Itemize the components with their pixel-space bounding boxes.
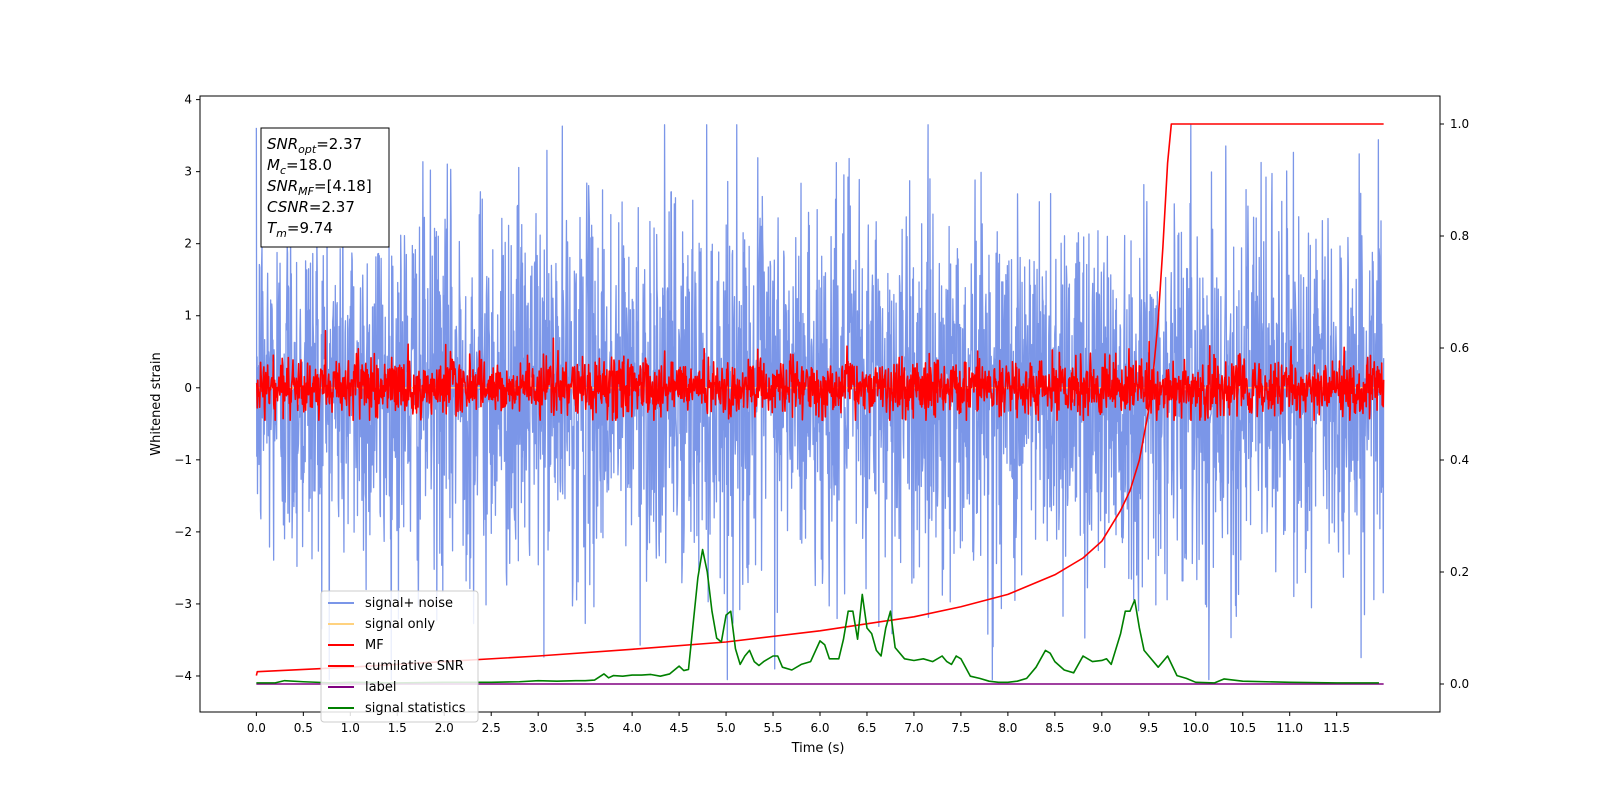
- y-right-tick-label: 0.4: [1450, 453, 1469, 467]
- y-left-tick-label: 0: [184, 381, 192, 395]
- legend-label: MF: [365, 638, 384, 653]
- x-tick-label: 2.0: [435, 721, 454, 735]
- x-tick-label: 8.5: [1045, 721, 1064, 735]
- annotation-line: SNRMF=[4.18]: [267, 177, 372, 198]
- plot-layer: [255, 123, 1385, 685]
- legend-label: signal only: [365, 617, 435, 632]
- x-tick-label: 0.5: [294, 721, 313, 735]
- x-tick-label: 9.5: [1139, 721, 1158, 735]
- y-left-tick-label: −2: [174, 525, 192, 539]
- x-tick-label: 2.5: [482, 721, 501, 735]
- x-axis-label: Time (s): [791, 741, 845, 756]
- y-axis-label: Whitened strain: [149, 352, 164, 455]
- x-tick-label: 6.5: [857, 721, 876, 735]
- y-right-tick-label: 0.2: [1450, 565, 1469, 579]
- x-tick-label: 7.0: [904, 721, 923, 735]
- legend-label: signal+ noise: [365, 596, 453, 611]
- x-tick-label: 1.0: [341, 721, 360, 735]
- x-tick-label: 10.0: [1182, 721, 1209, 735]
- legend-label: cumilative SNR: [365, 659, 464, 674]
- x-tick-label: 11.0: [1276, 721, 1303, 735]
- y-right-tick-label: 1.0: [1450, 117, 1469, 131]
- legend-label: signal statistics: [365, 701, 466, 716]
- annotation-line: CSNR=2.37: [267, 198, 355, 216]
- x-tick-label: 7.5: [951, 721, 970, 735]
- axes-layer: 0.0 0.5 1.0 1.5 2.0 2.5 3.0 3.5 4.0 4.5 5.0 5.5 6.0 6…: [174, 93, 1469, 735]
- y-left-tick-label: 3: [184, 165, 192, 179]
- y-right-tick-label: 0.6: [1450, 341, 1469, 355]
- y-right-tick-label: 0.0: [1450, 677, 1469, 691]
- x-tick-label: 10.5: [1229, 721, 1256, 735]
- annotation-line: Mc=18.0: [267, 156, 332, 177]
- series-cumilative-snr: [255, 123, 1384, 676]
- x-tick-label: 5.0: [717, 721, 736, 735]
- series-mf: [255, 329, 1385, 422]
- x-tick-label: 6.0: [810, 721, 829, 735]
- y-left-tick-label: −3: [174, 597, 192, 611]
- annotation-line: Tm=9.74: [267, 219, 333, 240]
- y-right-tick-label: 0.8: [1450, 229, 1469, 243]
- y-left-tick-label: 4: [184, 93, 192, 107]
- x-tick-label: 4.0: [623, 721, 642, 735]
- y-left-tick-label: −4: [174, 669, 192, 683]
- legend-frame: [320, 590, 479, 723]
- x-tick-label: 5.5: [763, 721, 782, 735]
- y-left-tick-label: −1: [174, 453, 192, 467]
- x-tick-label: 3.5: [576, 721, 595, 735]
- y-left-tick-label: 1: [184, 309, 192, 323]
- series-signal-statistics: [256, 548, 1379, 684]
- annotation-frame: [260, 127, 390, 248]
- y-left-tick-label: 2: [184, 237, 192, 251]
- x-tick-label: 9.0: [1092, 721, 1111, 735]
- x-tick-label: 11.5: [1323, 721, 1350, 735]
- annotation-line: SNRopt=2.37: [267, 135, 362, 156]
- x-tick-label: 8.0: [998, 721, 1017, 735]
- legend-label: label: [365, 680, 396, 695]
- legend: signal+ noise signal only MF cumilative SNR…: [320, 590, 479, 723]
- x-tick-label: 3.0: [529, 721, 548, 735]
- x-tick-label: 0.0: [247, 721, 266, 735]
- x-tick-label: 1.5: [388, 721, 407, 735]
- x-tick-label: 4.5: [670, 721, 689, 735]
